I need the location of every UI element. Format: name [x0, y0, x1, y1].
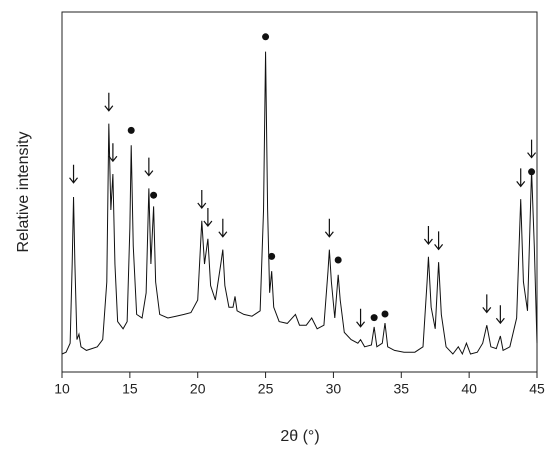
- peak-arrow: [356, 308, 366, 328]
- peak-arrow: [144, 157, 154, 177]
- plot-frame: [61, 11, 538, 373]
- peak-dot: [268, 252, 276, 260]
- peak-arrow: [324, 218, 334, 238]
- peak-arrow: [423, 226, 433, 245]
- x-tick-label: 20: [190, 381, 206, 397]
- peak-dot: [528, 168, 536, 176]
- peak-arrow: [108, 143, 118, 163]
- peak-dot: [370, 314, 378, 322]
- peak-dot: [150, 191, 158, 199]
- x-tick-label: 15: [122, 381, 138, 397]
- peak-dot: [334, 256, 342, 264]
- peak-arrow: [69, 164, 79, 184]
- peak-dot: [262, 33, 270, 41]
- pattern-line: [61, 51, 538, 356]
- peak-arrow: [218, 218, 228, 238]
- peak-arrow: [197, 190, 207, 209]
- x-axis-label: 2θ (°): [280, 428, 319, 445]
- peak-arrow: [527, 139, 537, 159]
- peak-arrow: [203, 208, 213, 227]
- peak-dot: [381, 310, 389, 318]
- peak-arrow: [516, 168, 526, 188]
- x-tick-label: 35: [393, 381, 409, 397]
- x-tick-label: 40: [461, 381, 477, 397]
- x-tick-label: 45: [529, 381, 545, 397]
- x-tick-label: 25: [258, 381, 274, 397]
- peak-arrow: [104, 92, 114, 112]
- peak-arrow: [495, 305, 505, 325]
- peak-arrow: [434, 231, 444, 251]
- y-axis-label: Relative intensity: [15, 132, 32, 253]
- peak-arrow: [482, 294, 492, 314]
- x-tick-label: 30: [326, 381, 342, 397]
- x-tick-label: 10: [54, 381, 70, 397]
- peak-dot: [127, 126, 135, 134]
